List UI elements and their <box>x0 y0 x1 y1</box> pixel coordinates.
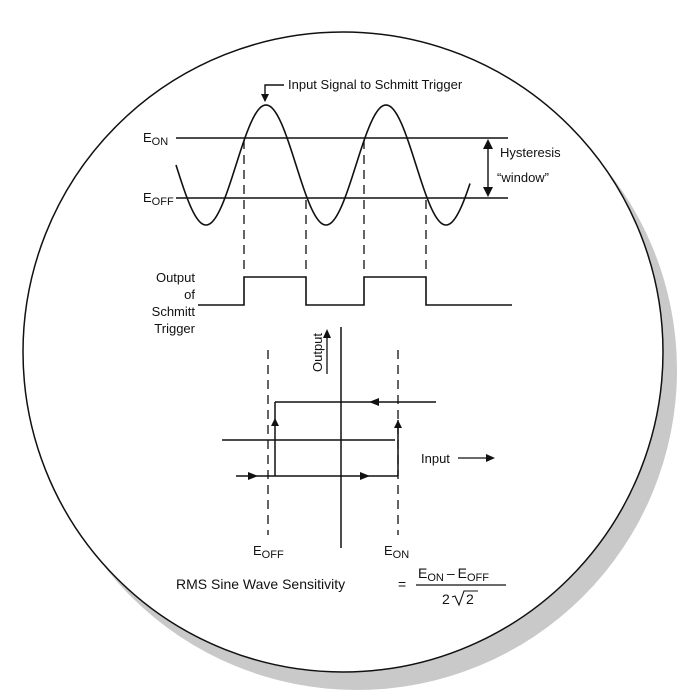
transfer-e-on-label: EON <box>384 543 409 561</box>
output-square-wave <box>198 276 512 306</box>
svg-text:Output: Output <box>310 333 325 372</box>
e-on-label: EON <box>143 130 168 148</box>
transfer-characteristic <box>222 327 436 548</box>
formula-equals: = <box>398 576 406 592</box>
input-axis-label: Input <box>421 451 495 466</box>
output-of-schmitt-trigger-label: Output of Schmitt Trigger <box>152 270 196 336</box>
formula-denominator-coef: 2 <box>442 591 450 607</box>
input-signal-callout: Input Signal to Schmitt Trigger <box>261 77 463 102</box>
circle-frame <box>22 31 664 673</box>
svg-text:of: of <box>184 287 195 302</box>
svg-text:Trigger: Trigger <box>154 321 195 336</box>
svg-text:Schmitt: Schmitt <box>152 304 196 319</box>
e-off-label: EOFF <box>143 190 174 208</box>
svg-text:Output: Output <box>156 270 195 285</box>
output-axis-label: Output <box>310 329 331 374</box>
sensitivity-formula: RMS Sine Wave Sensitivity = EON – EOFF 2 2 <box>176 565 506 607</box>
transfer-e-off-label: EOFF <box>253 543 284 561</box>
svg-text:Input: Input <box>421 451 450 466</box>
hysteresis-window-arrow <box>483 139 493 197</box>
transition-dashed-lines <box>243 140 427 270</box>
hysteresis-label: Hysteresis <box>500 145 561 160</box>
formula-denominator-radicand: 2 <box>466 591 474 607</box>
formula-lhs: RMS Sine Wave Sensitivity <box>176 576 345 592</box>
input-sine-wave <box>175 104 471 226</box>
formula-sqrt-sign <box>451 590 478 607</box>
input-signal-label: Input Signal to Schmitt Trigger <box>288 77 463 92</box>
window-label: “window” <box>497 170 549 185</box>
formula-numerator: EON – EOFF <box>418 565 489 584</box>
